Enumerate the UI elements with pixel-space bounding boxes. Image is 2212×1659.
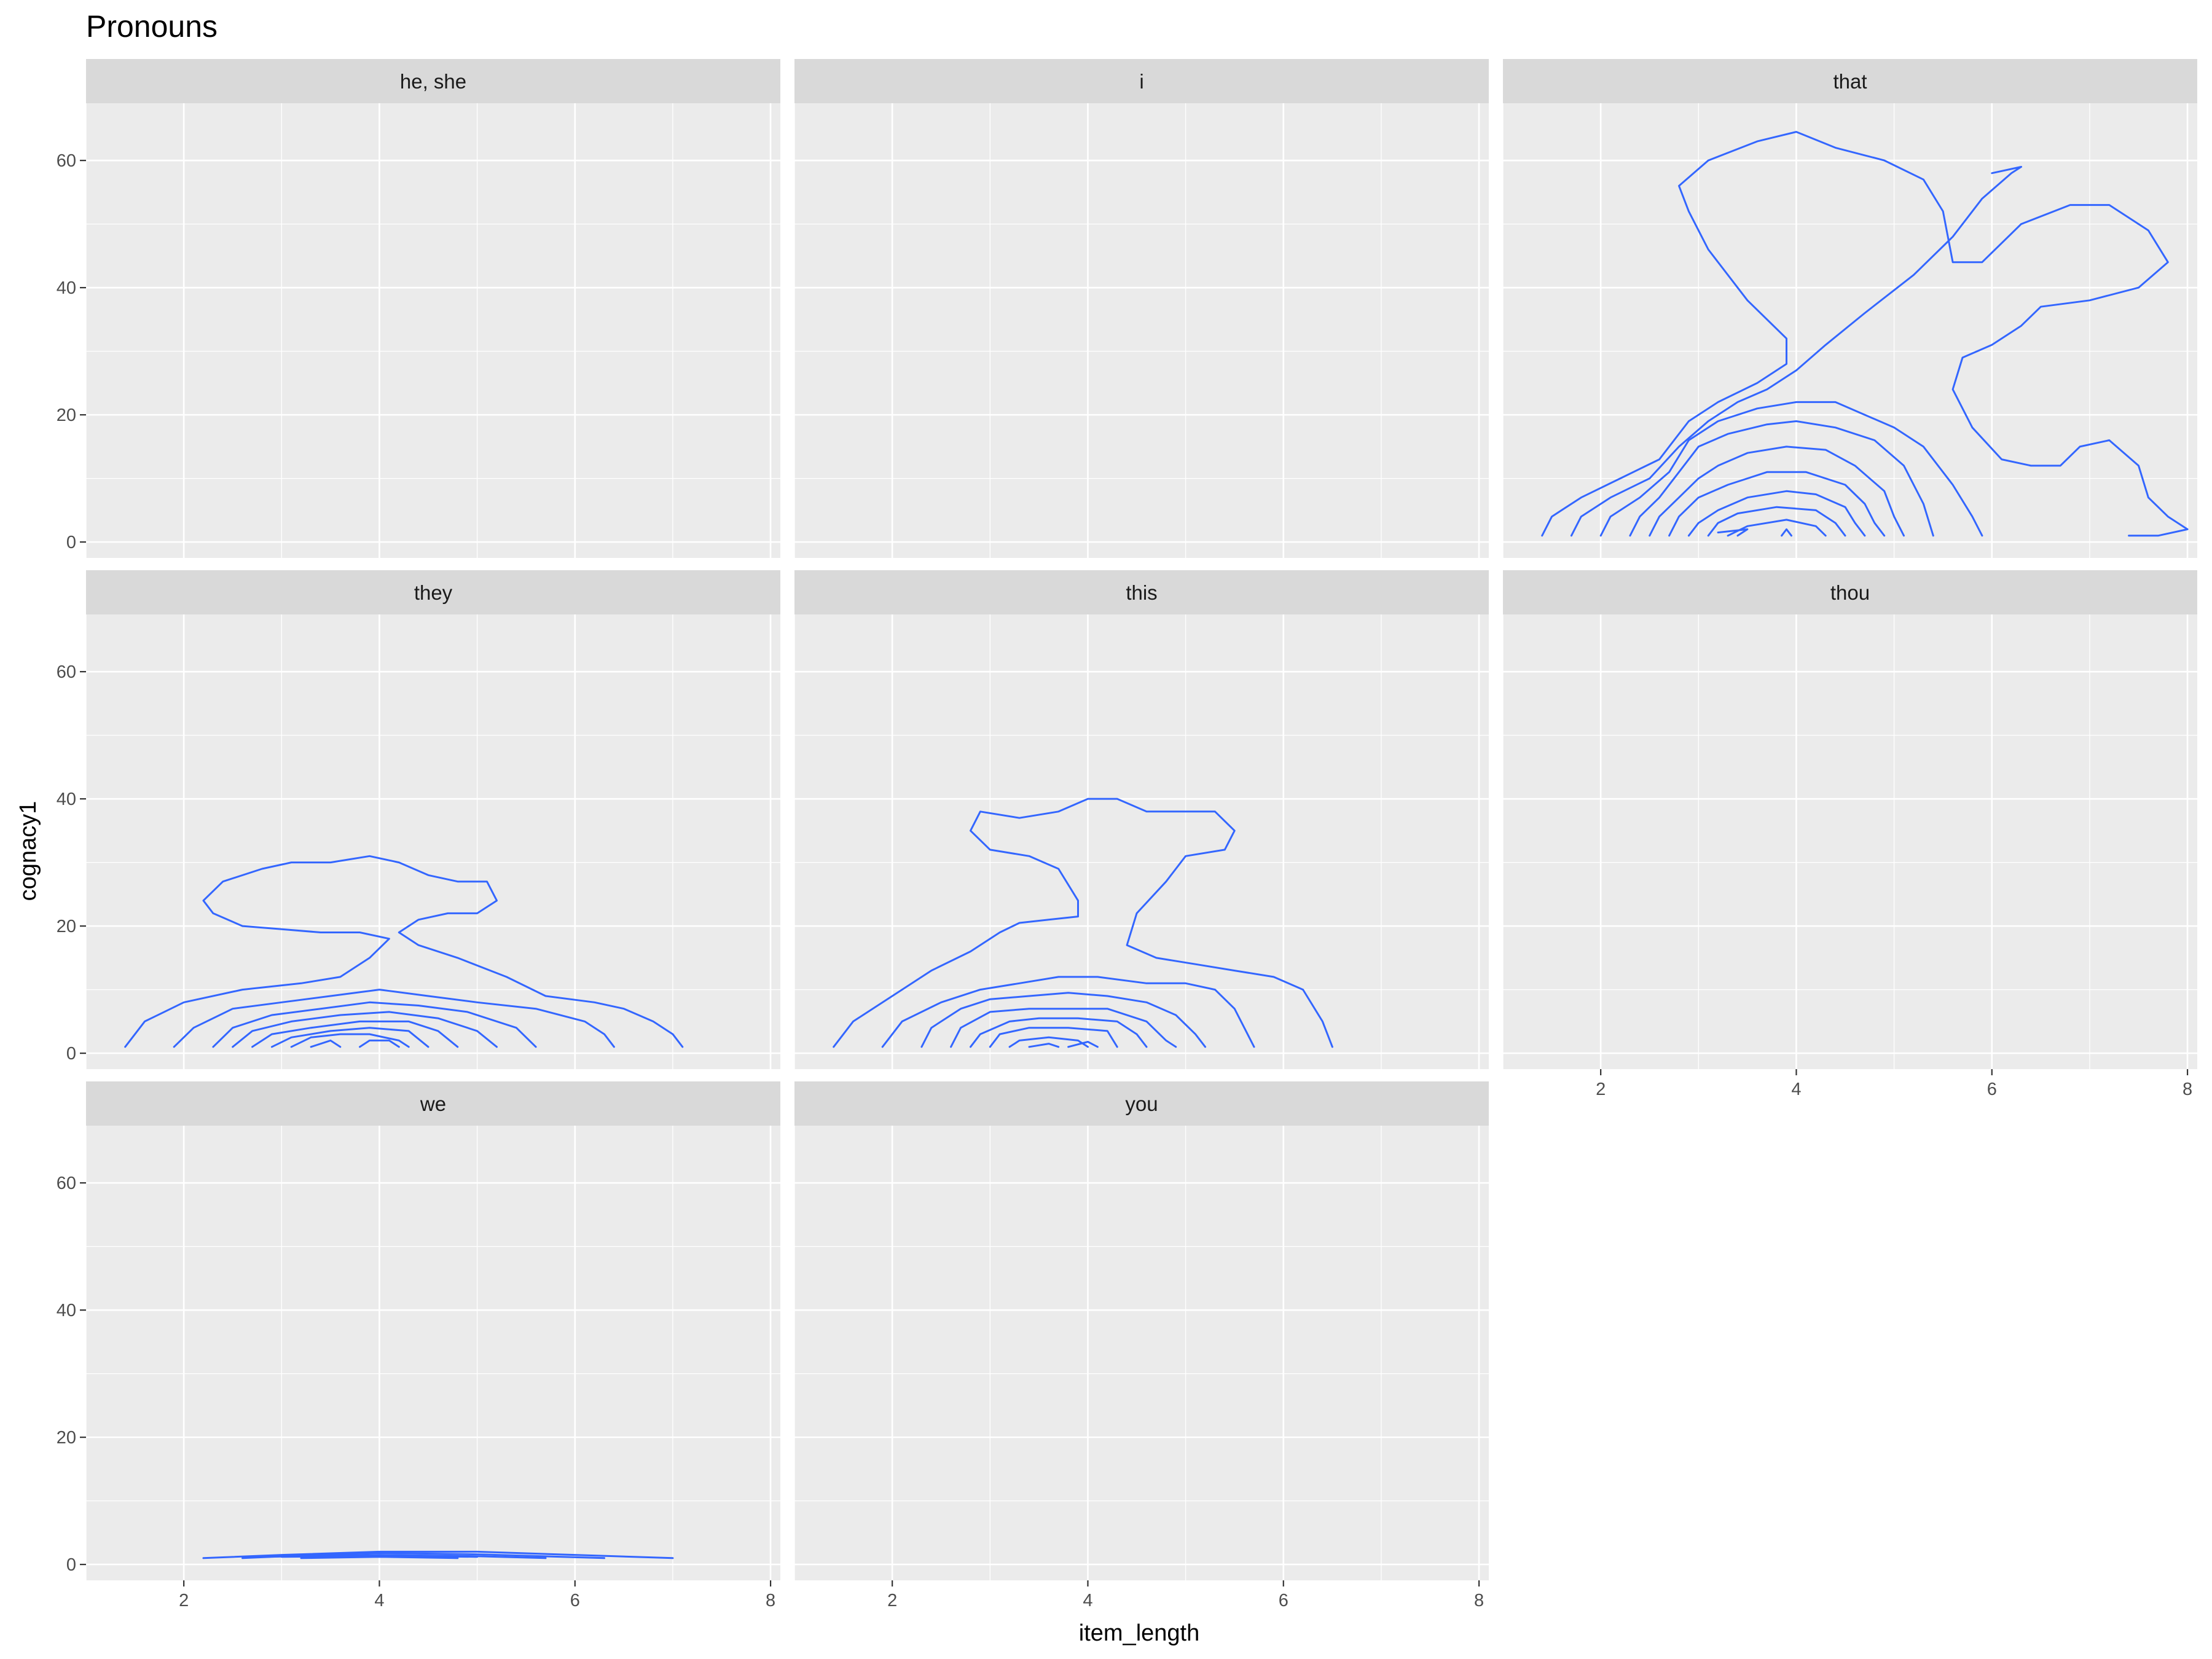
facet-this: this [794,570,1489,1069]
facet-panel [86,1126,780,1580]
facet-strip [1503,59,2197,103]
contour-line-3 [212,1001,537,1048]
x-tick-label: 6 [1987,1080,1997,1099]
contour-line-1 [833,798,1333,1048]
y-tick-label: 60 [57,151,76,171]
contour-line-5 [970,1017,1148,1048]
facet-panel [794,103,1489,558]
contour-line-8 [310,1039,342,1048]
contour-line-6 [270,1027,429,1048]
x-tick-label: 6 [570,1591,580,1610]
contour-line-2 [881,976,1255,1048]
facet-i: i [794,59,1489,558]
contour-line-2 [1570,166,2022,537]
contour-line-7 [1687,490,1866,537]
contour-group [124,855,684,1048]
facet-strip-label: i [1139,70,1143,93]
facet-strip-label: we [420,1092,446,1115]
contour-line-8 [1028,1043,1060,1048]
contour-line-5 [1649,445,1905,537]
x-tick-label: 2 [887,1591,897,1610]
facet-strip [86,1081,780,1126]
facet-he-she: he, she 0 20 40 60 [57,59,780,558]
facet-strip [1503,570,2197,614]
facet-strip-label: this [1126,581,1157,604]
facet-strip [86,570,780,614]
contour-line-9 [1067,1041,1099,1048]
facet-strip-label: thou [1830,581,1870,604]
facet-strip [794,1081,1489,1126]
y-tick-label: 20 [57,406,76,425]
contour-line-10 [1717,528,1749,537]
facet-strip-label: he, she [400,70,466,93]
x-tick-label: 6 [1279,1591,1288,1610]
facet-panel [86,614,780,1069]
contour-line-9 [359,1039,400,1048]
contour-group [833,798,1333,1048]
x-tick-label: 8 [766,1591,775,1610]
facet-they: they 0 20 40 60 [57,570,780,1069]
x-tick-label: 4 [1083,1591,1092,1610]
facet-we: we 0 20 40 60 2 4 6 8 [57,1081,780,1610]
y-tick-label: 0 [66,1555,76,1575]
contour-line-11 [1781,528,1792,537]
contour-line-5 [300,1556,459,1559]
y-tick-label: 60 [57,662,76,682]
y-axis-title: cognacy1 [15,801,41,901]
facet-panel [1503,614,2197,1069]
contour-line-5 [251,1020,459,1048]
contour-line-4 [950,1008,1177,1048]
contour-line-3 [1599,401,1983,537]
x-axis-title: item_length [1079,1620,1199,1646]
x-tick-label: 4 [374,1591,384,1610]
y-tick-label: 40 [57,278,76,298]
contour-line-8 [1707,506,1846,537]
contour-line-3 [920,992,1206,1048]
x-tick-label: 8 [1474,1591,1484,1610]
contour-line-4 [1629,420,1934,537]
facet-you: you 2 4 6 8 [794,1081,1489,1610]
x-tick-label: 2 [179,1591,189,1610]
contour-line-1 [202,1550,674,1559]
contour-line-1 [124,855,684,1048]
facet-thou: thou 2 4 6 8 [1502,570,2197,1099]
y-tick-label: 0 [66,533,76,552]
facet-panel [86,103,780,558]
y-tick-label: 20 [57,917,76,936]
x-tick-label: 2 [1596,1080,1606,1099]
facet-panel [794,1126,1489,1580]
facet-strip-label: you [1125,1092,1158,1115]
facet-panel [794,614,1489,1069]
contour-line-7 [290,1033,410,1048]
contour-line-1 [1541,131,2189,537]
y-tick-label: 20 [57,1428,76,1448]
chart-title: Pronouns [86,9,218,44]
y-tick-label: 0 [66,1044,76,1064]
contour-line-2 [173,989,615,1048]
x-tick-label: 4 [1791,1080,1801,1099]
facet-strip-label: that [1833,70,1867,93]
x-tick-label: 8 [2183,1080,2192,1099]
y-tick-label: 60 [57,1174,76,1193]
facet-panel [1503,103,2197,558]
facet-strip-label: they [414,581,453,604]
y-tick-label: 40 [57,1301,76,1320]
facet-strip [794,570,1489,614]
contour-group [1541,131,2189,537]
contour-line-6 [1668,471,1886,537]
facet-strip [86,59,780,103]
facet-that: that [1502,59,2197,558]
y-tick-label: 40 [57,790,76,809]
contour-line-4 [232,1011,498,1048]
contour-group [202,1550,674,1559]
facet-strip [794,59,1489,103]
contour-line-6 [989,1027,1118,1048]
